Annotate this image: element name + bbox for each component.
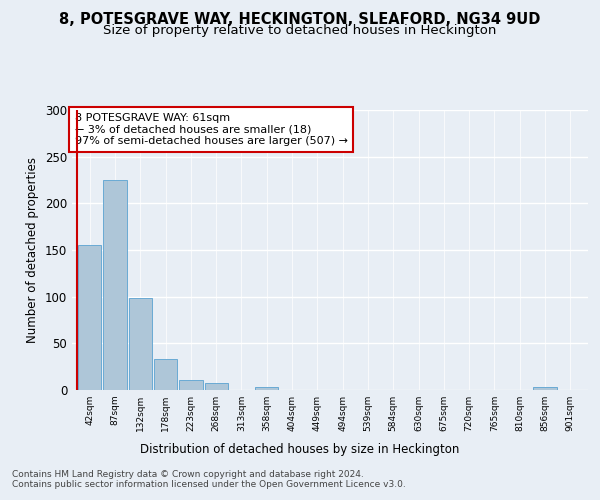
Bar [128, 298, 152, 390]
Bar [154, 359, 177, 390]
Text: Distribution of detached houses by size in Heckington: Distribution of detached houses by size … [140, 442, 460, 456]
Text: Size of property relative to detached houses in Heckington: Size of property relative to detached ho… [103, 24, 497, 37]
Y-axis label: Number of detached properties: Number of detached properties [26, 157, 40, 343]
Bar [78, 246, 101, 390]
Text: 8 POTESGRAVE WAY: 61sqm
← 3% of detached houses are smaller (18)
97% of semi-det: 8 POTESGRAVE WAY: 61sqm ← 3% of detached… [74, 113, 347, 146]
Text: Contains HM Land Registry data © Crown copyright and database right 2024.
Contai: Contains HM Land Registry data © Crown c… [12, 470, 406, 490]
Bar [179, 380, 203, 390]
Bar [533, 387, 557, 390]
Bar [255, 387, 278, 390]
Bar [103, 180, 127, 390]
Text: 8, POTESGRAVE WAY, HECKINGTON, SLEAFORD, NG34 9UD: 8, POTESGRAVE WAY, HECKINGTON, SLEAFORD,… [59, 12, 541, 28]
Bar [205, 384, 228, 390]
